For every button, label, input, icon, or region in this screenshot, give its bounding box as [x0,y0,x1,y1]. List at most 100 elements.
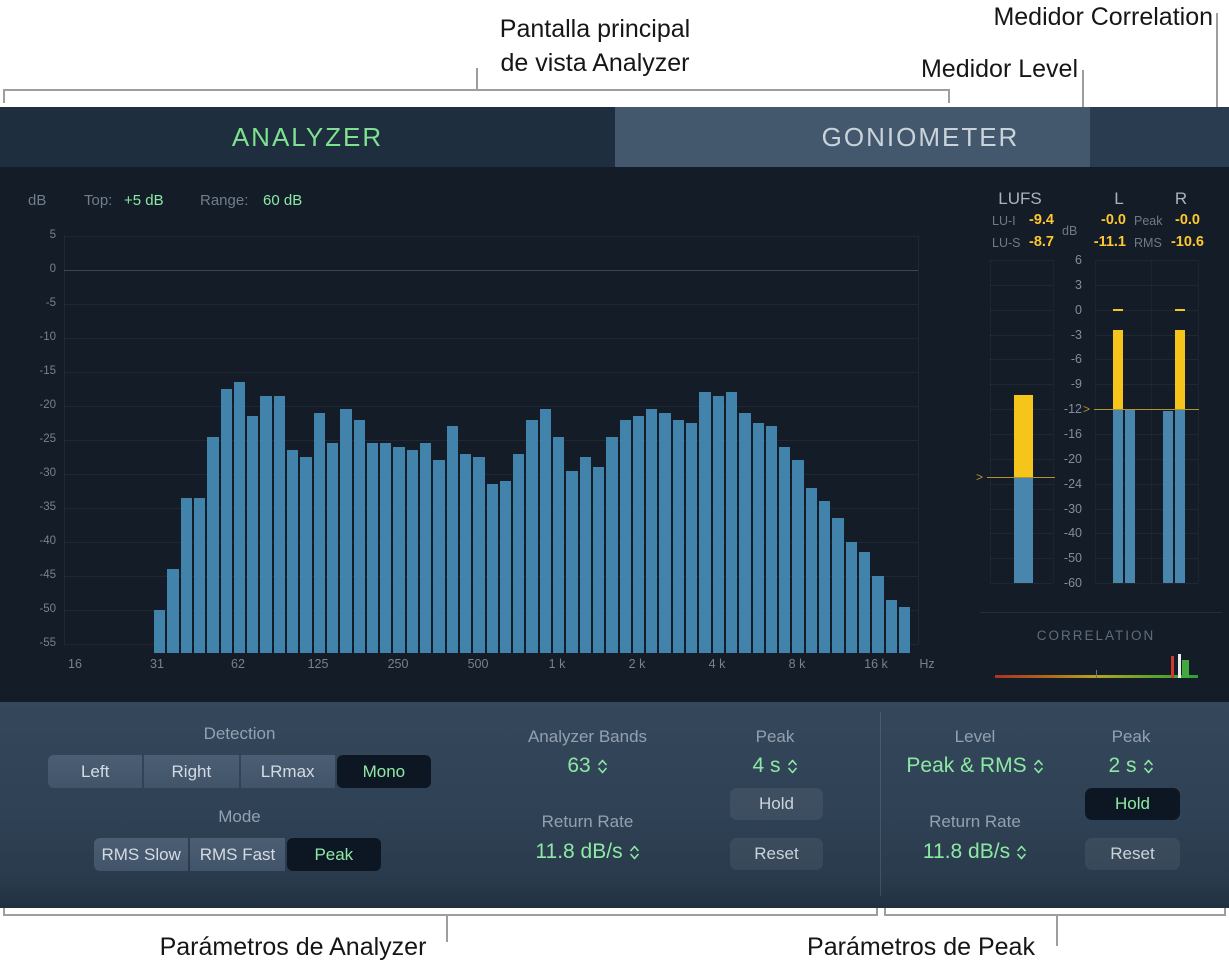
meter-tick--3db: -3 [1070,327,1082,342]
analyzer-hold-button[interactable]: Hold [730,788,823,820]
y-tick--55db: -55 [39,637,56,649]
x-tick-8k: 8 k [788,657,806,671]
l-peak-hold-marker [1113,308,1123,311]
peak-reset-button[interactable]: Reset [1085,838,1180,870]
peak-return-rate-value: 11.8 dB/s [922,840,1011,863]
detection-left-button[interactable]: Left [48,755,143,788]
analyzer-bands-stepper[interactable]: 63 [460,752,715,780]
view-tab-bar: ANALYZER GONIOMETER [0,107,1229,167]
meter-grid-line [1095,583,1198,585]
lufs-meter-bar [1014,477,1033,584]
l-peak-bar-hot [1113,329,1123,410]
spectrum-bar [606,436,618,653]
x-tick-2k: 2 k [628,657,646,671]
top-value[interactable]: +5 dB [124,192,164,209]
level-mode-value: Peak & RMS [906,754,1027,777]
spectrum-bar [380,443,392,653]
x-tick-4k: 4 k [708,657,726,671]
detection-button-group: Left Right LRmax Mono [48,755,431,788]
callout-bracket-bottom-left [3,914,878,916]
spectrum-bar [446,426,458,653]
callout-leader-analyzer-params [446,914,448,942]
stepper-icon [1143,759,1153,773]
meter-tick--9db: -9 [1070,377,1082,392]
tab-goniometer[interactable]: GONIOMETER [615,107,1090,167]
annotation-main-display-line2: de vista Analyzer [500,49,690,77]
range-label: Range: [200,192,249,209]
spectrum-bar [779,446,791,653]
y-tick--20db: -20 [39,399,56,411]
analyzer-reset-button[interactable]: Reset [730,838,823,870]
spectrum-bar [260,395,272,653]
range-value[interactable]: 60 dB [263,192,303,209]
level-mode-label: Level [954,727,996,746]
mode-peak-button[interactable]: Peak [286,838,381,871]
spectrum-bar [340,409,352,653]
stepper-icon [629,845,639,859]
mode-label: Mode [218,807,261,826]
correlation-center-tick [1096,670,1097,678]
peak-return-rate-stepper[interactable]: 11.8 dB/s [880,838,1070,866]
annotation-correlation-meter: Medidor Correlation [993,3,1213,31]
meter-grid-vline [1053,260,1054,584]
spectrum-bar [366,443,379,653]
top-label: Top: [84,192,113,209]
spectrum-bar [805,487,818,653]
spectrum-bar [898,606,911,653]
lu-i-value: -9.4 [1029,212,1054,228]
level-mode-stepper[interactable]: Peak & RMS [880,752,1070,780]
correlation-value-marker [1178,654,1181,678]
spectrum-bar [566,470,578,653]
meter-grid-line [1095,483,1198,485]
meter-grid-vline [1151,260,1152,584]
lu-s-value: -8.7 [1029,234,1054,250]
tab-analyzer[interactable]: ANALYZER [0,107,615,167]
y-tick--35db: -35 [39,501,56,513]
spectrum-bar [765,426,778,653]
spectrum-bar [459,453,472,653]
r-peak-bar [1175,409,1185,584]
meter-grid-line [1095,284,1198,286]
meter-tick-6db: 6 [1075,253,1082,267]
meter-grid-line [1095,458,1198,460]
spectrum-bar [167,569,179,653]
plot-left-edge [64,236,65,644]
spectrum-bar [672,419,685,653]
analyzer-return-rate-value: 11.8 dB/s [535,840,623,863]
level-reference-arrow-icon[interactable]: > [1083,402,1091,416]
lufs-threshold-line[interactable] [987,477,1055,478]
spectrum-bar [686,423,698,653]
l-rms-value: -11.1 [1093,234,1126,250]
db-unit-label: dB [28,192,47,209]
x-unit-hz: Hz [919,657,935,671]
analyzer-peak-stepper[interactable]: 4 s [710,752,840,780]
callout-bracket-top-left-tick [3,89,5,103]
y-tick--25db: -25 [39,433,56,445]
meter-grid-vline [1198,260,1199,584]
meter-grid-line [1095,384,1198,386]
spectrum-bar [725,392,738,653]
y-tick--5db: -5 [45,297,56,309]
detection-right-button[interactable]: Right [144,755,239,788]
spectrum-bar [632,416,645,653]
spectrum-bar [486,484,498,653]
rms-row-label: RMS [1134,236,1162,250]
peak-hold-time-stepper[interactable]: 2 s [1066,752,1196,780]
mode-rms-slow-button[interactable]: RMS Slow [94,838,189,871]
detection-mono-button[interactable]: Mono [336,755,431,788]
level-reference-line[interactable] [1094,409,1199,410]
spectrum-bar [406,450,419,653]
r-rms-bar [1163,410,1173,584]
meter-tick--6db: -6 [1070,352,1082,367]
meter-grid-line [1095,334,1198,336]
analyzer-return-rate-stepper[interactable]: 11.8 dB/s [460,838,715,866]
meter-tick--50db: -50 [1063,551,1082,566]
spectrum-bar [326,443,339,653]
peak-hold-button[interactable]: Hold [1085,788,1180,820]
mode-rms-fast-button[interactable]: RMS Fast [190,838,285,871]
detection-lrmax-button[interactable]: LRmax [240,755,335,788]
callout-leader-main-display [476,68,478,90]
spectrum-bar [247,416,259,653]
lufs-threshold-arrow-icon[interactable]: > [976,470,984,484]
x-tick-250: 250 [387,657,409,671]
